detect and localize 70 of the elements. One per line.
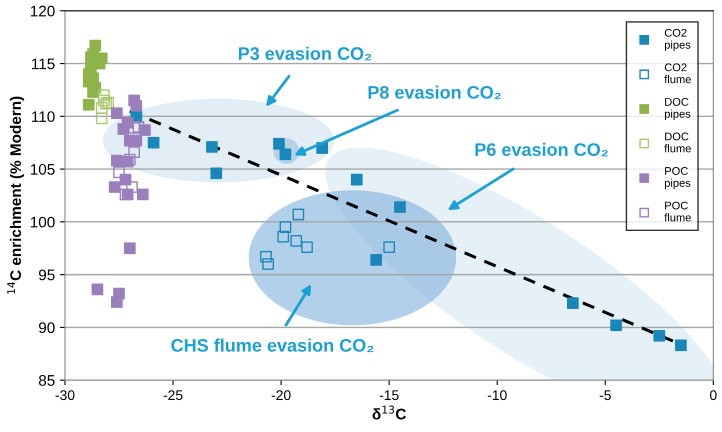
annotation: P6 evasion CO₂ — [476, 142, 608, 156]
point — [383, 241, 396, 254]
point — [96, 102, 108, 114]
point — [132, 121, 144, 133]
point — [98, 89, 110, 102]
point — [206, 141, 218, 153]
point — [111, 107, 123, 120]
annotation: P8 evasion CO₂ — [368, 85, 501, 100]
legend-label: DOC pipes — [664, 98, 690, 120]
point — [111, 296, 123, 308]
point — [277, 230, 290, 242]
x-tick-label: -15 — [380, 390, 399, 400]
y-tick-label: 100 — [30, 216, 55, 228]
point — [675, 339, 687, 352]
x-tick-label: 0 — [710, 390, 717, 400]
y-tick-label: 90 — [38, 322, 55, 334]
x-tick-label: -10 — [488, 390, 507, 400]
point — [567, 297, 579, 309]
x-tick-label: -20 — [272, 390, 291, 400]
point — [370, 254, 382, 266]
legend-label: CO2 flume — [664, 63, 691, 84]
y-tick-label: 120 — [30, 6, 55, 16]
point — [273, 138, 285, 150]
point — [130, 134, 142, 146]
point — [102, 96, 114, 108]
point — [128, 146, 140, 158]
point — [394, 201, 406, 213]
point — [610, 319, 622, 332]
point — [136, 188, 149, 200]
annotation: P3 evasion CO₂ — [238, 46, 372, 60]
y-tick-label: 105 — [30, 164, 55, 175]
point — [126, 181, 138, 193]
point — [98, 94, 110, 106]
point — [262, 258, 274, 270]
point — [96, 112, 108, 124]
point — [111, 154, 123, 166]
point — [130, 100, 142, 112]
x-tick-label: -30 — [56, 390, 74, 400]
annotation: CHS flume evasion CO₂ — [171, 338, 374, 352]
x-tick-label: -5 — [600, 390, 611, 400]
y-tick-label: 95 — [38, 269, 55, 280]
y-axis-title: $^{14}$C enrichment (% Modern) — [7, 96, 24, 294]
y-tick-label: 110 — [32, 111, 55, 122]
point — [113, 166, 125, 178]
point — [260, 250, 272, 263]
point — [100, 98, 112, 110]
point — [280, 221, 292, 233]
point — [653, 330, 666, 342]
point — [128, 122, 140, 134]
y-tick-label: 85 — [38, 375, 55, 386]
legend-label: POC flume — [664, 202, 691, 222]
legend-label: CO2 pipes — [664, 28, 690, 51]
legend-label: DOC flume — [664, 132, 691, 152]
point — [210, 167, 222, 180]
point — [290, 235, 302, 247]
x-axis-title: δ$^{13}$C — [372, 406, 406, 420]
legend-label: POC pipes — [664, 167, 690, 190]
point — [87, 86, 99, 98]
x-tick-label: -25 — [164, 390, 182, 400]
point — [117, 123, 130, 135]
point — [124, 154, 136, 166]
point — [350, 174, 363, 186]
point — [148, 136, 160, 149]
point — [92, 284, 104, 296]
point — [124, 242, 136, 254]
point — [82, 98, 95, 111]
y-tick-label: 115 — [32, 58, 55, 70]
point — [292, 208, 304, 220]
point — [108, 181, 121, 193]
point — [301, 241, 313, 254]
